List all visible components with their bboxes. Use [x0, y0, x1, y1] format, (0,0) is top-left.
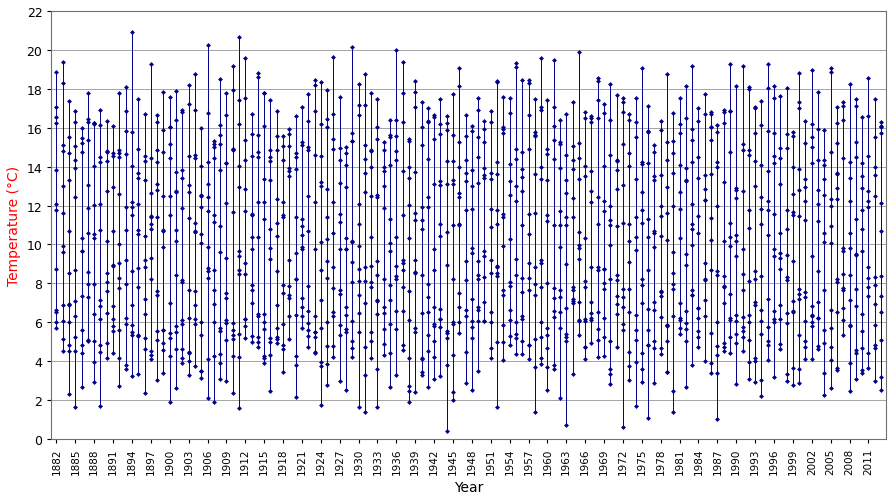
- Y-axis label: Temperature (°C): Temperature (°C): [7, 165, 21, 286]
- X-axis label: Year: Year: [454, 480, 483, 494]
